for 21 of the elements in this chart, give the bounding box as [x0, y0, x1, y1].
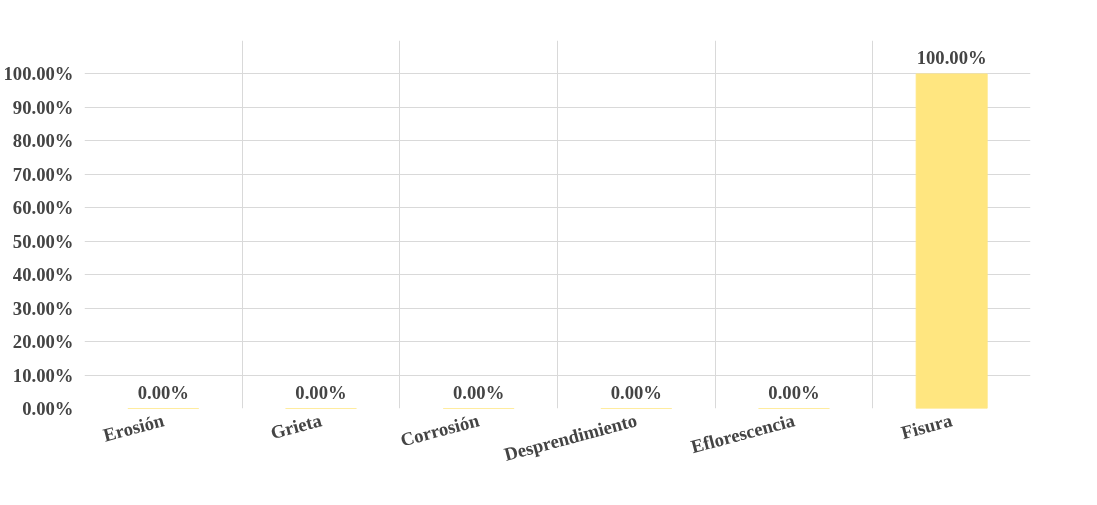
- x-tick-label: Erosión: [100, 409, 167, 446]
- y-tick-label: 10.00%: [12, 364, 74, 386]
- y-tick-label: 20.00%: [12, 331, 74, 353]
- y-tick-label: 50.00%: [12, 230, 74, 252]
- x-tick-label: Corrosión: [398, 409, 482, 451]
- y-tick-label: 90.00%: [12, 96, 74, 118]
- data-label: 0.00%: [295, 381, 347, 403]
- y-tick-label: 100.00%: [3, 63, 74, 85]
- y-tick-label: 80.00%: [12, 130, 74, 152]
- y-tick-label: 70.00%: [12, 163, 74, 185]
- data-label: 0.00%: [768, 381, 820, 403]
- data-label: 0.00%: [610, 381, 662, 403]
- y-tick-label: 40.00%: [12, 264, 74, 286]
- data-label: 100.00%: [916, 46, 987, 68]
- x-tick-label: Fisura: [898, 409, 956, 444]
- y-tick-label: 60.00%: [12, 197, 74, 219]
- y-tick-label: 0.00%: [22, 398, 74, 419]
- x-tick-label: Grieta: [268, 409, 325, 444]
- data-label: 0.00%: [453, 381, 505, 403]
- data-label: 0.00%: [137, 381, 189, 403]
- y-tick-label: 30.00%: [12, 297, 74, 319]
